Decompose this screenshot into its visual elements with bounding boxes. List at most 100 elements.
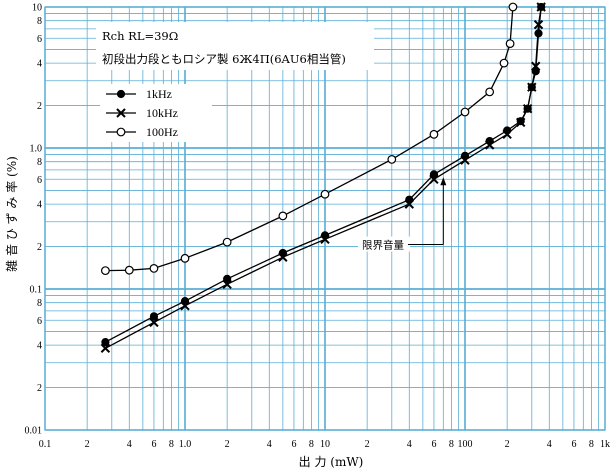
data-point-10khz	[278, 252, 288, 262]
data-point-10khz	[516, 117, 526, 128]
cross-stroke	[502, 129, 512, 140]
y-tick-label: 8	[37, 16, 42, 27]
cross-stroke	[100, 343, 111, 353]
data-point-100hz	[180, 253, 190, 263]
legend-marker	[116, 89, 126, 99]
x-tick-label: 100	[458, 439, 473, 450]
series-line-100hz	[105, 6, 514, 272]
cross-stroke	[180, 301, 190, 311]
cross-stroke	[527, 82, 537, 92]
data-point-1khz	[223, 274, 232, 283]
legend: 1kHz 10kHz 100Hz	[100, 84, 212, 142]
data-point-10khz	[149, 317, 159, 328]
note-line-2: 初段出力段ともロシア製 6Ж4П(6AU6相当管)	[102, 52, 346, 66]
data-point-100hz	[100, 266, 110, 276]
data-point-10khz	[460, 155, 470, 165]
data-point-100hz	[505, 39, 515, 49]
note-line-1: Rch RL=39Ω	[102, 29, 178, 43]
data-point-10khz	[100, 343, 111, 353]
legend-entry: 10kHz	[146, 106, 178, 120]
data-point-100hz	[124, 265, 134, 275]
x-tick-label: 6	[151, 439, 156, 450]
cross-stroke	[404, 199, 414, 209]
data-point-1khz	[101, 338, 110, 347]
y-tick-label: 0.1	[30, 285, 43, 296]
y-tick-label: 10	[32, 3, 42, 14]
data-point-100hz	[222, 237, 232, 247]
legend-marker	[116, 127, 126, 137]
data-point-10khz	[320, 234, 330, 245]
cross-stroke	[484, 140, 495, 150]
x-tick-label: 4	[547, 439, 552, 450]
limit-arrow-head	[440, 177, 447, 186]
x-tick-label: 6	[571, 439, 576, 450]
cross-stroke	[222, 279, 232, 289]
data-point-100hz	[320, 189, 330, 199]
data-point-10khz	[527, 82, 537, 92]
data-point-10khz	[429, 174, 439, 184]
y-tick-label: 4	[37, 200, 42, 211]
x-tick-label: 2	[505, 439, 510, 450]
y-tick-label: 6	[37, 34, 42, 45]
x-tick-label: 8	[589, 439, 594, 450]
x-tick-label: 4	[127, 439, 132, 450]
data-point-10khz	[522, 103, 533, 114]
y-tick-label: 2	[37, 242, 42, 253]
x-tick-label: 0.1	[39, 439, 52, 450]
series-100hz	[100, 2, 518, 276]
data-point-100hz	[387, 155, 397, 164]
x-tick-label: 6	[431, 439, 436, 450]
data-point-100hz	[508, 2, 518, 12]
y-tick-label: 6	[37, 175, 42, 186]
note-background	[96, 22, 374, 70]
data-point-100hz	[460, 107, 470, 117]
y-tick-label: 4	[37, 59, 42, 70]
cross-stroke	[149, 317, 159, 328]
x-tick-label: 8	[309, 439, 314, 450]
data-point-10khz	[180, 301, 190, 311]
cross-stroke	[116, 108, 126, 118]
legend-entry: 1kHz	[146, 87, 172, 101]
x-tick-label: 8	[449, 439, 454, 450]
grid	[44, 6, 606, 431]
data-point-100hz	[485, 87, 495, 97]
x-tick-label: 2	[365, 439, 370, 450]
limit-label: 限界音量	[362, 239, 404, 252]
y-tick-label: 4	[37, 341, 42, 352]
data-point-10khz	[404, 199, 414, 209]
x-tick-label: 10	[320, 439, 330, 450]
x-tick-label: 2	[225, 439, 230, 450]
y-tick-label: 2	[37, 383, 42, 394]
y-tick-label: 1.0	[30, 144, 43, 155]
cross-stroke	[320, 234, 330, 245]
x-tick-label: 1k	[600, 439, 610, 450]
cross-stroke	[531, 61, 541, 71]
data-point-1khz	[149, 312, 159, 321]
y-axis-label: 雑 音 ひ ず み 率 (%)	[4, 156, 19, 272]
cross-stroke	[516, 117, 526, 128]
cross-stroke	[460, 155, 470, 165]
cross-stroke	[522, 103, 533, 114]
x-tick-label: 1.0	[179, 439, 192, 450]
series-10khz	[100, 2, 546, 353]
cross-stroke	[536, 2, 546, 12]
data-point-10khz	[222, 279, 232, 289]
y-tick-label: 6	[37, 316, 42, 327]
x-tick-label: 2	[85, 439, 90, 450]
data-point-100hz	[278, 211, 288, 221]
legend-entry: 100Hz	[146, 125, 178, 139]
cross-stroke	[429, 174, 439, 184]
limit-label-background	[358, 236, 410, 252]
y-tick-label: 2	[37, 101, 42, 112]
data-point-10khz	[533, 19, 544, 30]
limit-annotation: 限界音量	[358, 177, 447, 252]
data-point-100hz	[429, 129, 439, 139]
data-point-100hz	[499, 58, 509, 68]
y-tick-label: 0.01	[25, 426, 43, 437]
y-tick-label: 8	[37, 298, 42, 309]
y-tick-label: 8	[37, 157, 42, 168]
data-point-10khz	[502, 129, 512, 140]
x-tick-label: 4	[267, 439, 272, 450]
x-axis-label: 出 力 (mW)	[299, 455, 364, 469]
